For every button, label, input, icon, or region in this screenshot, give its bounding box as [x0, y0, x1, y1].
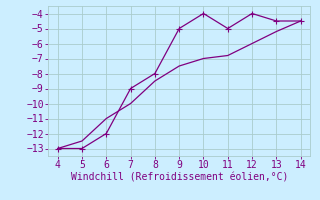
- X-axis label: Windchill (Refroidissement éolien,°C): Windchill (Refroidissement éolien,°C): [70, 173, 288, 183]
